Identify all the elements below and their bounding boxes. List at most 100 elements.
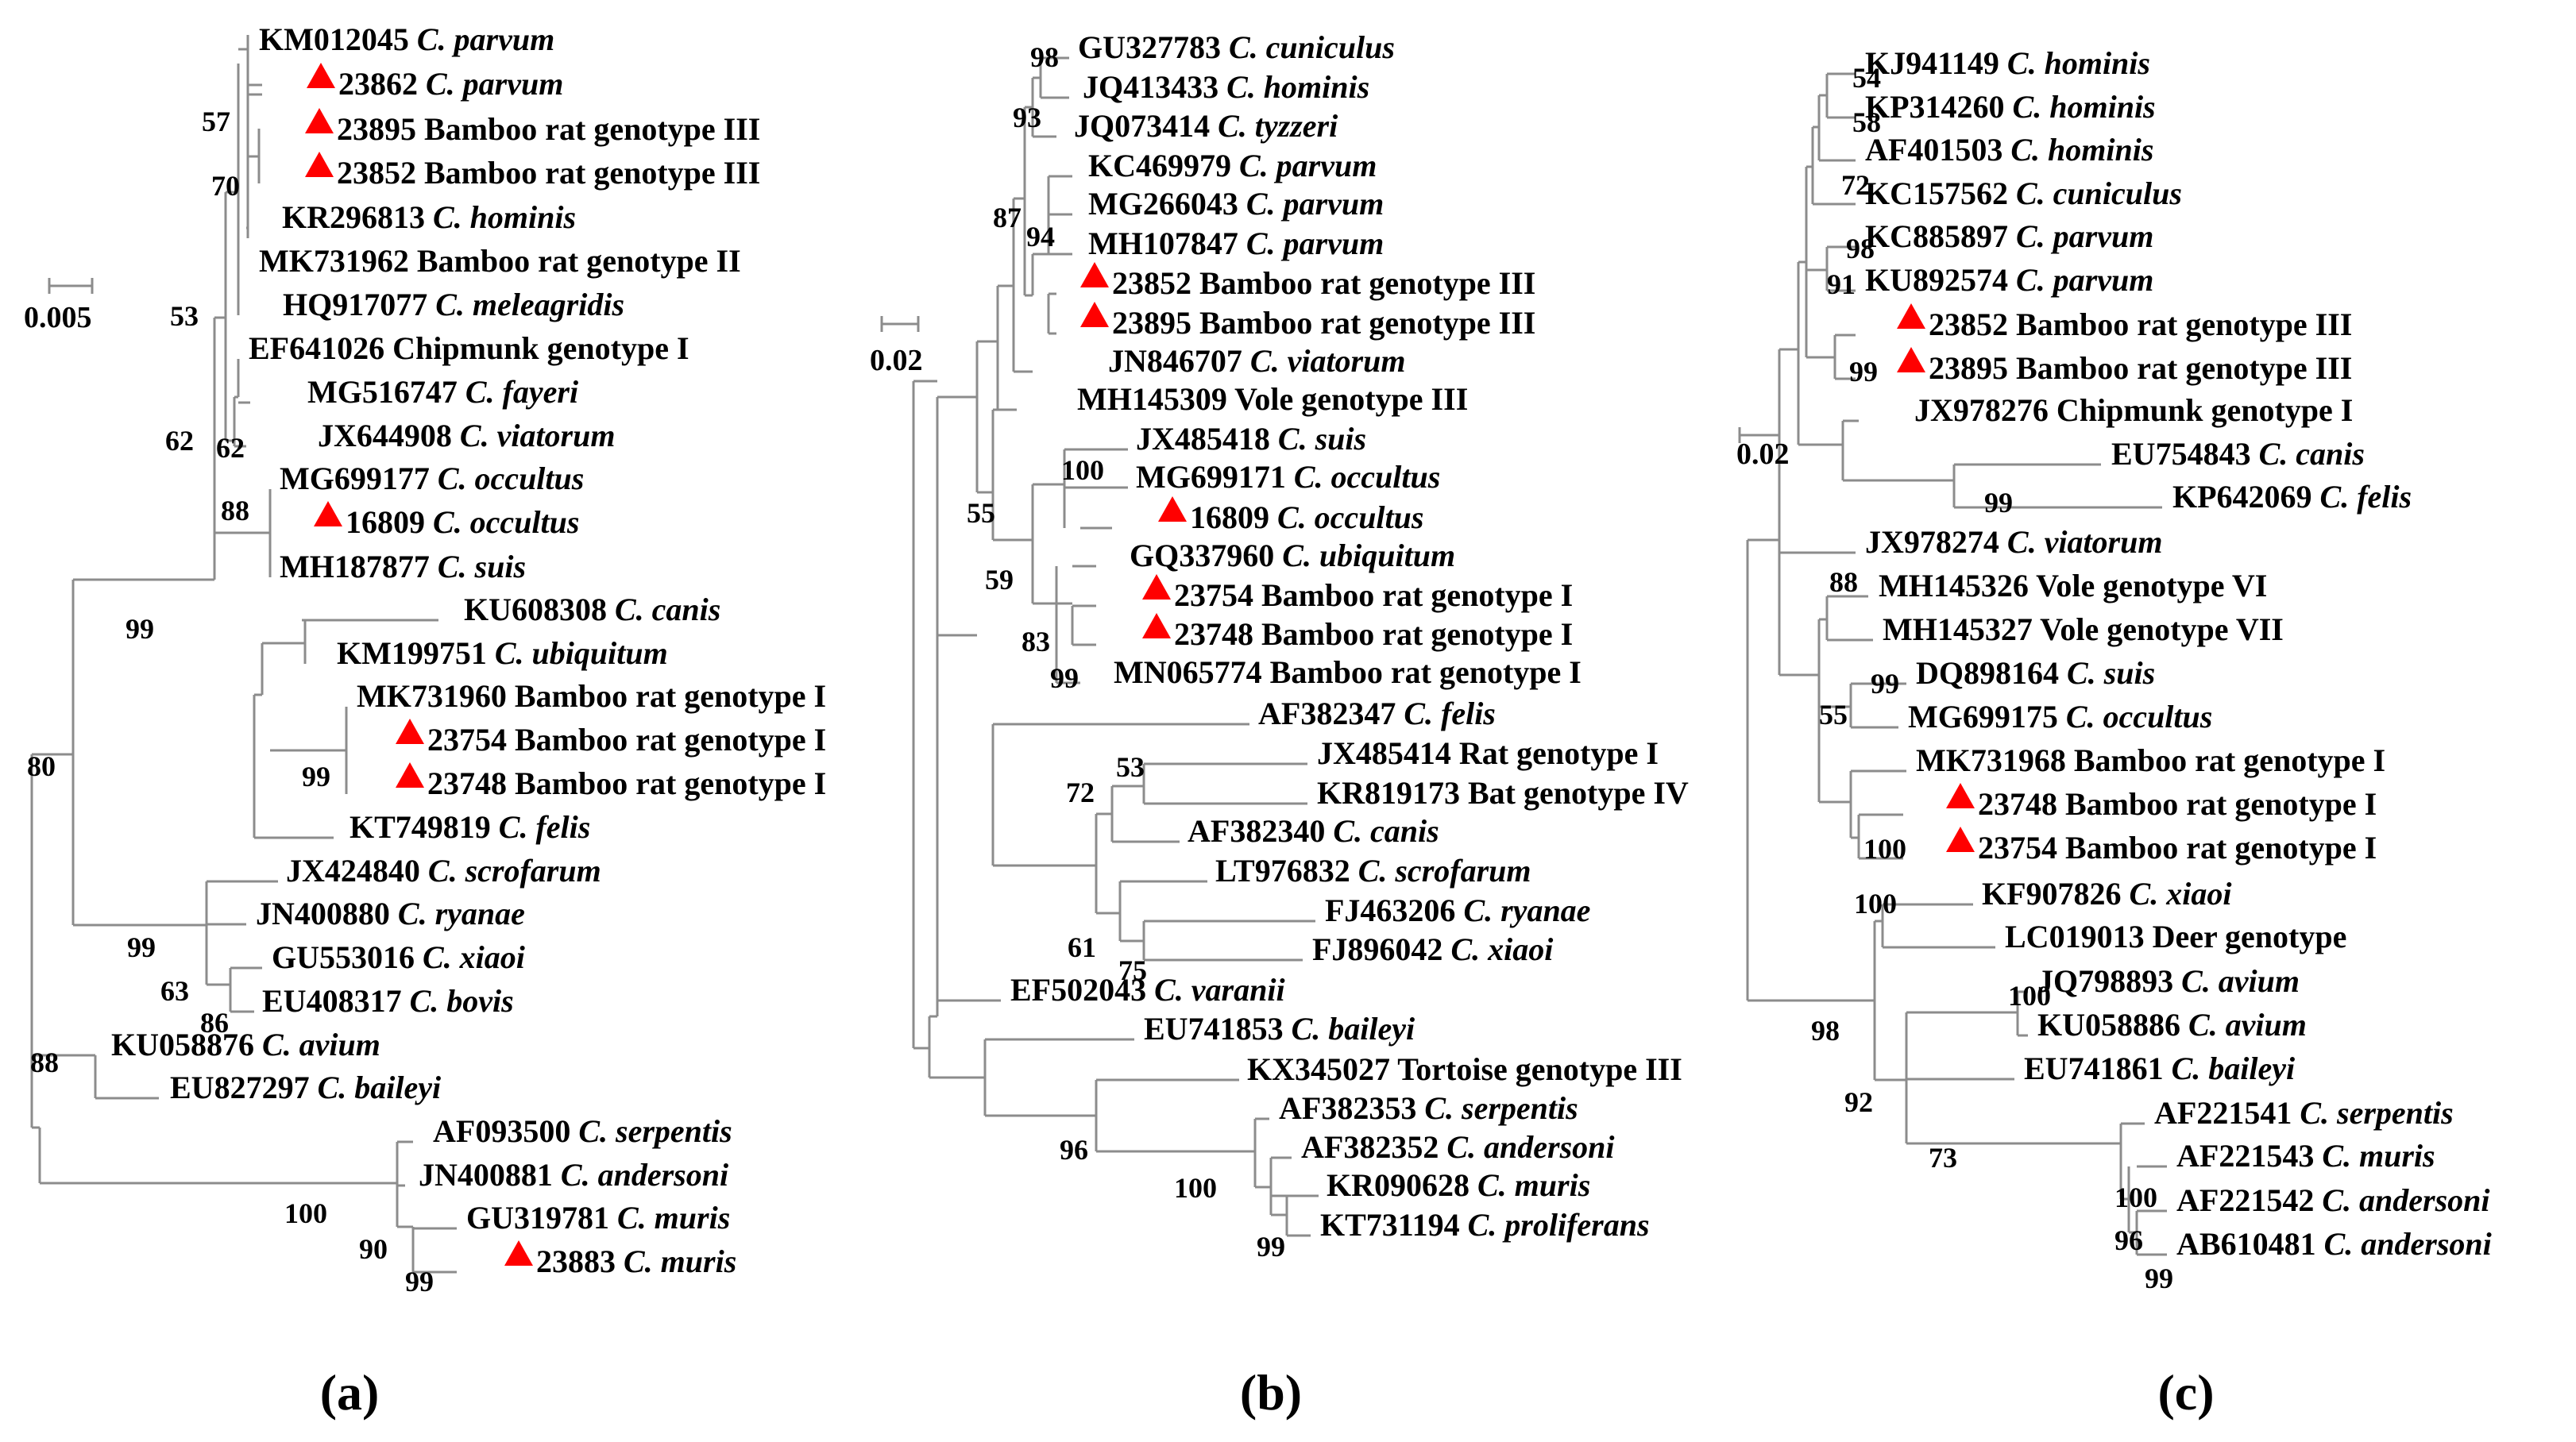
- sample-marker-icon: [314, 501, 342, 526]
- sample-marker-icon: [1158, 496, 1187, 522]
- taxon-label: FJ463206 C. ryanae: [1325, 893, 1590, 928]
- bootstrap-value: 80: [27, 750, 56, 782]
- bootstrap-value: 70: [211, 170, 240, 202]
- taxon-label: 23748 Bamboo rat genotype I: [1978, 786, 2377, 822]
- bootstrap-value: 98: [1030, 41, 1059, 73]
- bootstrap-value: 98: [1811, 1015, 1840, 1047]
- sample-marker-icon: [396, 719, 424, 744]
- taxon-accession: 23862: [338, 66, 426, 102]
- taxon-accession: JX978276: [1914, 392, 2057, 428]
- taxon-label: EU741853 C. baileyi: [1144, 1011, 1415, 1047]
- bootstrap-value: 59: [985, 564, 1014, 596]
- taxon-accession: KM199751: [337, 635, 495, 671]
- taxon-accession: EU408317: [262, 983, 410, 1019]
- taxon-label: KR090628 C. muris: [1327, 1167, 1590, 1203]
- taxon-name: Bat genotype IV: [1468, 775, 1689, 811]
- taxon-accession: KU892574: [1865, 262, 2016, 298]
- taxon-accession: 23754: [1978, 830, 2065, 866]
- taxon-label: MK731968 Bamboo rat genotype I: [1916, 742, 2385, 778]
- taxon-label: AF382340 C. canis: [1188, 813, 1439, 849]
- taxon-name: C. felis: [499, 809, 591, 845]
- sample-marker-icon: [305, 152, 334, 177]
- taxon-accession: KX345027: [1247, 1051, 1397, 1087]
- bootstrap-value: 55: [1819, 699, 1848, 731]
- taxon-accession: MH187877: [280, 549, 438, 584]
- taxon-accession: 16809: [346, 504, 433, 540]
- taxon-accession: JX424840: [286, 853, 428, 889]
- bootstrap-value: 54: [1852, 62, 1881, 94]
- taxon-label: 23895 Bamboo rat genotype III: [1112, 305, 1535, 341]
- sample-marker-icon: [1142, 574, 1171, 600]
- taxon-accession: KR819173: [1317, 775, 1468, 811]
- taxon-label: KM199751 C. ubiquitum: [337, 635, 668, 671]
- taxon-accession: 23748: [1174, 616, 1261, 652]
- taxon-name: C. baileyi: [2172, 1051, 2296, 1086]
- taxon-name: C. hominis: [433, 199, 576, 235]
- bootstrap-value: 99: [2145, 1263, 2173, 1294]
- bootstrap-value: 87: [993, 202, 1022, 233]
- taxon-accession: EF641026: [249, 330, 392, 366]
- bootstrap-value: 100: [284, 1197, 327, 1229]
- taxon-name: C. andersoni: [2324, 1226, 2492, 1262]
- taxon-name: C. ryanae: [1463, 893, 1590, 928]
- panel-label: (b): [1240, 1364, 1302, 1421]
- taxon-name: Bamboo rat genotype I: [1261, 577, 1573, 613]
- taxon-name: C. scrofarum: [1358, 853, 1531, 889]
- taxon-accession: FJ463206: [1325, 893, 1463, 928]
- taxon-name: C. hominis: [2007, 45, 2150, 81]
- taxon-label: KU058876 C. avium: [111, 1027, 380, 1062]
- taxon-name: C. canis: [615, 592, 720, 627]
- taxon-label: MG699171 C. occultus: [1136, 459, 1440, 495]
- taxon-name: C. tyzzeri: [1218, 108, 1338, 144]
- taxon-label: 23895 Bamboo rat genotype III: [337, 111, 760, 147]
- taxon-label: MH145309 Vole genotype III: [1077, 381, 1468, 417]
- bootstrap-value: 94: [1026, 221, 1055, 253]
- taxon-label: 23862 C. parvum: [338, 66, 563, 102]
- bootstrap-value: 83: [1022, 626, 1050, 657]
- taxon-accession: KR296813: [282, 199, 433, 235]
- bootstrap-value: 72: [1841, 169, 1870, 201]
- taxon-accession: KU058886: [2037, 1007, 2188, 1043]
- taxon-accession: MG266043: [1088, 186, 1246, 222]
- taxon-label: 16809 C. occultus: [1190, 499, 1423, 535]
- taxon-label: GU319781 C. muris: [466, 1200, 730, 1236]
- taxon-label: JN400881 C. andersoni: [419, 1157, 728, 1193]
- taxon-accession: 23748: [1978, 786, 2065, 822]
- taxon-name: C. cuniculus: [1229, 29, 1395, 65]
- taxon-accession: EF502043: [1010, 972, 1154, 1008]
- taxon-name: C. bovis: [410, 983, 514, 1019]
- taxon-label: JX978274 C. viatorum: [1865, 524, 2162, 560]
- taxon-name: C. occultus: [438, 461, 584, 496]
- sample-marker-icon: [1080, 262, 1109, 287]
- taxon-name: C. avium: [2188, 1007, 2307, 1043]
- taxon-accession: GQ337960: [1130, 538, 1282, 573]
- taxon-accession: GU319781: [466, 1200, 617, 1236]
- taxon-accession: EU754843: [2111, 436, 2259, 472]
- taxon-label: AF382352 C. andersoni: [1301, 1129, 1615, 1165]
- taxon-name: C. varanii: [1154, 972, 1284, 1008]
- taxon-name: Vole genotype VII: [2040, 611, 2284, 647]
- taxon-accession: AF221543: [2176, 1138, 2322, 1174]
- taxon-accession: KT749819: [350, 809, 499, 845]
- bootstrap-value: 91: [1827, 268, 1856, 300]
- taxon-accession: KC157562: [1865, 175, 2016, 211]
- taxon-name: C. muris: [2322, 1138, 2435, 1174]
- taxon-label: AF221543 C. muris: [2176, 1138, 2435, 1174]
- bootstrap-value: 96: [2114, 1224, 2143, 1256]
- taxon-name: Chipmunk genotype I: [392, 330, 689, 366]
- taxon-accession: MN065774: [1114, 654, 1270, 690]
- taxon-accession: MK731968: [1916, 742, 2074, 778]
- taxon-label: MH145326 Vole genotype VI: [1879, 568, 2267, 603]
- taxon-accession: JN400881: [419, 1157, 561, 1193]
- taxon-accession: KR090628: [1327, 1167, 1477, 1203]
- taxon-name: C. scrofarum: [428, 853, 601, 889]
- taxon-name: C. ubiquitum: [1282, 538, 1455, 573]
- taxon-name: C. avium: [2181, 963, 2300, 999]
- taxon-accession: 23895: [1929, 350, 2016, 386]
- taxon-accession: 23754: [1174, 577, 1261, 613]
- taxon-name: C. xiaoi: [1450, 931, 1553, 967]
- taxon-accession: EU741861: [2024, 1051, 2172, 1086]
- bootstrap-value: 100: [1061, 454, 1104, 486]
